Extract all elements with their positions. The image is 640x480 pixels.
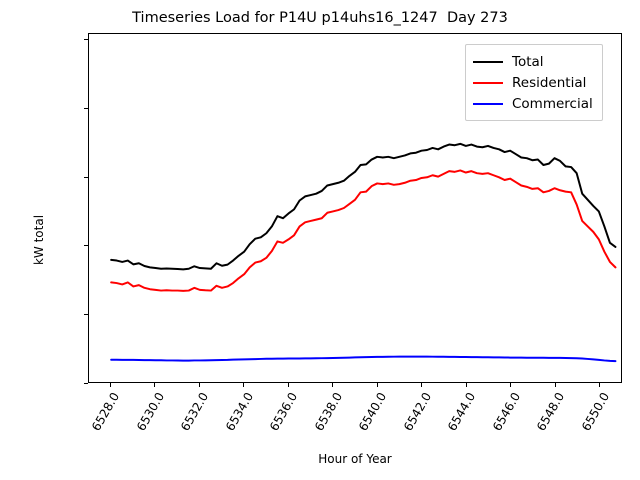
x-axis-tick-label: 6528.0 — [89, 390, 123, 434]
x-axis-tick-label: 6530.0 — [133, 390, 167, 434]
series-line-total — [110, 142, 617, 271]
x-axis-tick-label: 6550.0 — [578, 390, 612, 434]
x-axis-tick-label: 6546.0 — [489, 390, 523, 434]
y-axis-label: kW total — [32, 214, 47, 266]
legend-label: Residential — [512, 74, 587, 91]
x-axis-tick-label: 6542.0 — [400, 390, 434, 434]
x-axis-tick-mark — [109, 383, 111, 387]
x-axis-tick-mark — [154, 383, 156, 387]
x-axis-tick-mark — [554, 383, 556, 387]
x-axis-tick-label: 6540.0 — [356, 390, 390, 434]
x-axis-tick-mark — [287, 383, 289, 387]
legend-item-total: Total — [473, 51, 593, 72]
series-line-residential — [110, 169, 617, 292]
x-axis-tick-label: 6536.0 — [267, 390, 301, 434]
x-axis-tick-mark — [332, 383, 334, 387]
x-axis-tick-mark — [510, 383, 512, 387]
y-axis-tick-mark — [84, 176, 88, 178]
chart-title: Timeseries Load for P14U p14uhs16_1247 D… — [132, 10, 508, 26]
legend-swatch-residential — [473, 81, 503, 84]
legend-label: Commercial — [512, 95, 593, 112]
x-axis-tick-mark — [243, 383, 245, 387]
chart-legend: Total Residential Commercial — [465, 44, 603, 121]
legend-swatch-commercial — [473, 102, 503, 105]
x-axis-tick-label: 6532.0 — [178, 390, 212, 434]
x-axis-tick-label: 6544.0 — [445, 390, 479, 434]
y-axis-tick-mark — [84, 107, 88, 110]
y-axis-tick-mark — [84, 382, 88, 384]
y-axis-tick-mark — [84, 39, 88, 41]
legend-item-residential: Residential — [473, 72, 593, 93]
x-axis-tick-label: 6538.0 — [311, 390, 345, 434]
x-axis-label: Hour of Year — [318, 452, 392, 466]
data-lines — [110, 142, 617, 363]
legend-item-commercial: Commercial — [473, 93, 593, 114]
legend-label: Total — [512, 53, 544, 70]
legend-swatch-total — [473, 60, 503, 63]
x-axis-tick-mark — [376, 383, 378, 387]
x-axis-tick-mark — [599, 383, 601, 387]
x-axis-tick-mark — [198, 383, 200, 387]
y-axis-tick-mark — [84, 245, 88, 247]
series-line-commercial — [110, 355, 617, 363]
x-axis-tick-label: 6548.0 — [534, 390, 568, 434]
x-axis-tick-mark — [465, 383, 467, 387]
y-axis-tick-mark — [84, 313, 88, 315]
x-axis-tick-mark — [421, 383, 423, 387]
x-axis-tick-label: 6534.0 — [222, 390, 256, 434]
